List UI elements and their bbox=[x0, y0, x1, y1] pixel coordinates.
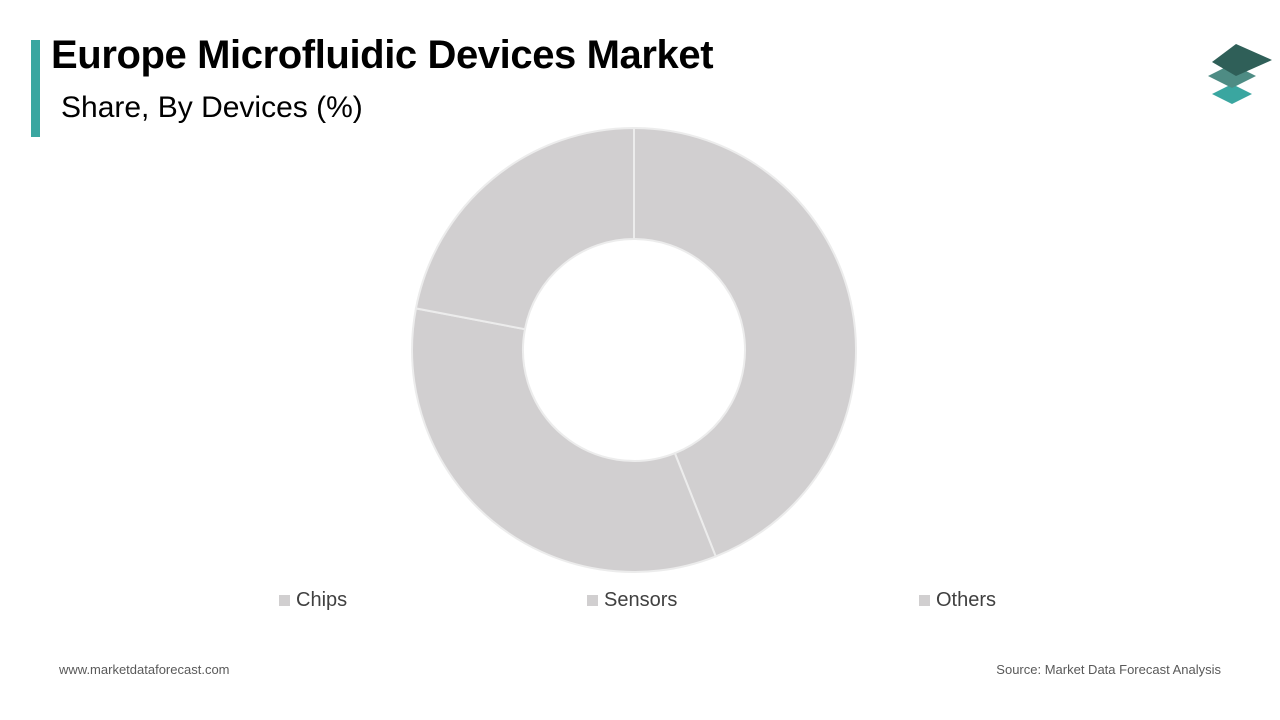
legend-swatch bbox=[587, 594, 598, 606]
donut-slice-others bbox=[414, 126, 635, 331]
donut-slice-chips bbox=[633, 126, 857, 558]
legend-swatch bbox=[279, 594, 290, 606]
legend-item-chips: Chips bbox=[279, 587, 347, 613]
legend-label: Chips bbox=[296, 588, 348, 611]
footer-website: www.marketdataforecast.com bbox=[59, 662, 230, 677]
legend-item-others: Others bbox=[919, 587, 996, 613]
legend-swatch bbox=[919, 594, 930, 606]
legend-label: Others bbox=[936, 588, 997, 611]
logo-layer-bottom bbox=[1212, 84, 1252, 104]
donut-slice-sensors bbox=[411, 307, 718, 573]
legend-item-sensors: Sensors bbox=[587, 587, 677, 613]
footer-source: Source: Market Data Forecast Analysis bbox=[996, 662, 1221, 677]
stacked-layers-icon bbox=[1208, 44, 1272, 104]
logo-layer-top bbox=[1212, 44, 1272, 76]
title-accent-bar bbox=[31, 40, 40, 137]
page-subtitle: Share, By Devices (%) bbox=[61, 91, 363, 124]
page-title: Europe Microfluidic Devices Market bbox=[51, 33, 714, 77]
legend-label: Sensors bbox=[604, 588, 678, 611]
